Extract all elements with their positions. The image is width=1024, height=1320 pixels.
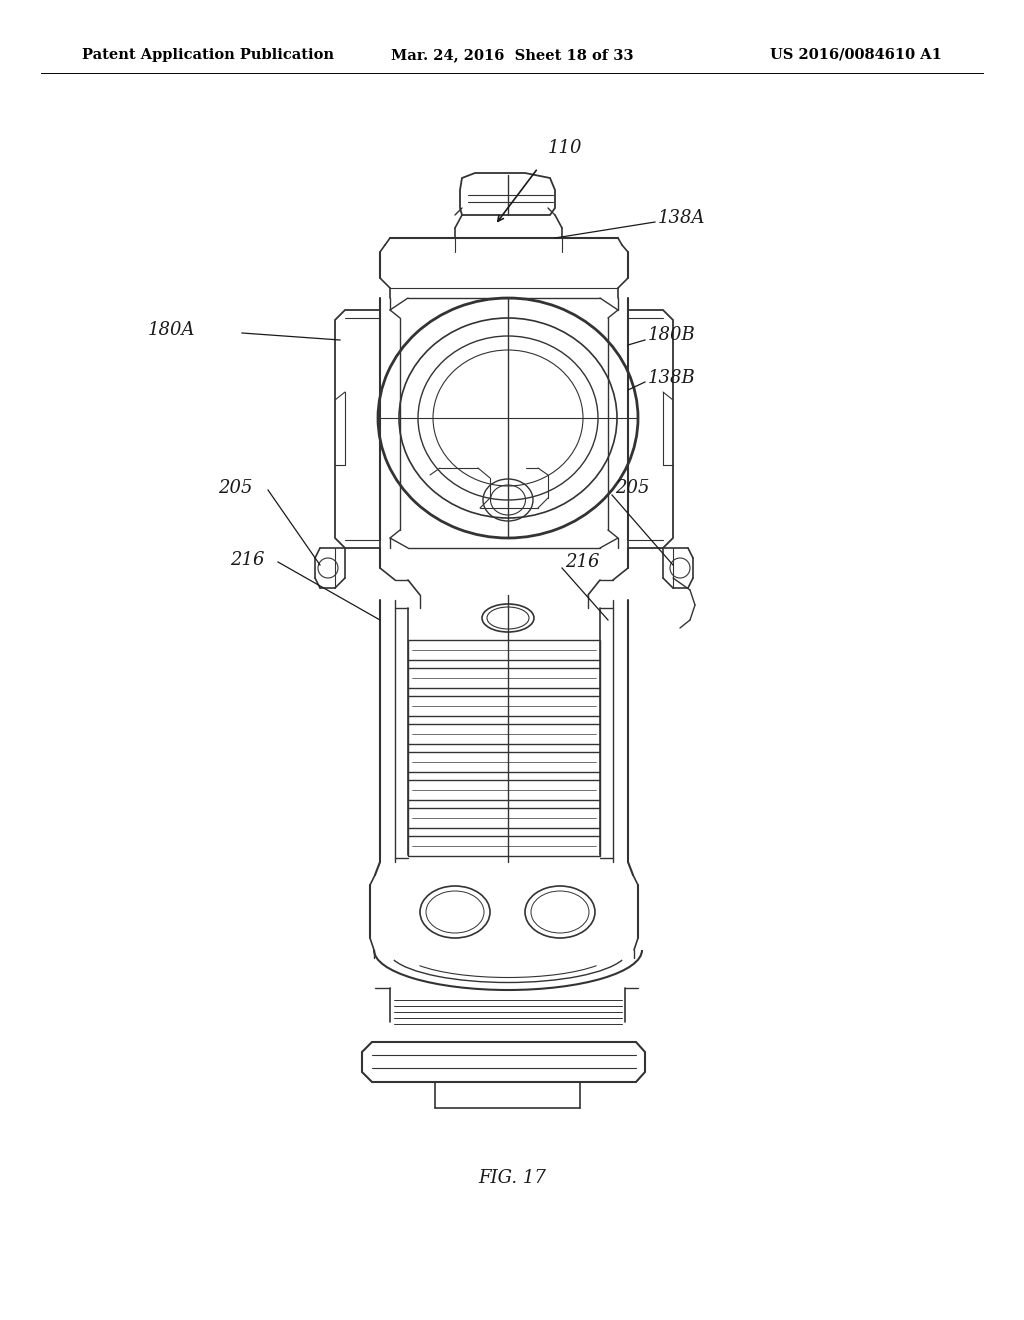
- Text: 216: 216: [565, 553, 599, 572]
- Text: 205: 205: [615, 479, 649, 498]
- Bar: [408, 723, 600, 744]
- Bar: [408, 836, 600, 855]
- Text: 205: 205: [218, 479, 253, 498]
- Bar: [408, 780, 600, 800]
- Bar: [408, 808, 600, 828]
- Text: Patent Application Publication: Patent Application Publication: [82, 48, 334, 62]
- Text: 138B: 138B: [648, 370, 695, 387]
- Text: FIG. 17: FIG. 17: [478, 1170, 546, 1187]
- Text: 216: 216: [230, 550, 264, 569]
- Text: 110: 110: [548, 139, 583, 157]
- Bar: [408, 696, 600, 715]
- Bar: [408, 640, 600, 660]
- Bar: [408, 668, 600, 688]
- Bar: [408, 752, 600, 772]
- Text: 180A: 180A: [148, 321, 196, 339]
- Text: 180B: 180B: [648, 326, 695, 345]
- Text: 138A: 138A: [658, 209, 706, 227]
- Text: US 2016/0084610 A1: US 2016/0084610 A1: [770, 48, 942, 62]
- Text: Mar. 24, 2016  Sheet 18 of 33: Mar. 24, 2016 Sheet 18 of 33: [391, 48, 633, 62]
